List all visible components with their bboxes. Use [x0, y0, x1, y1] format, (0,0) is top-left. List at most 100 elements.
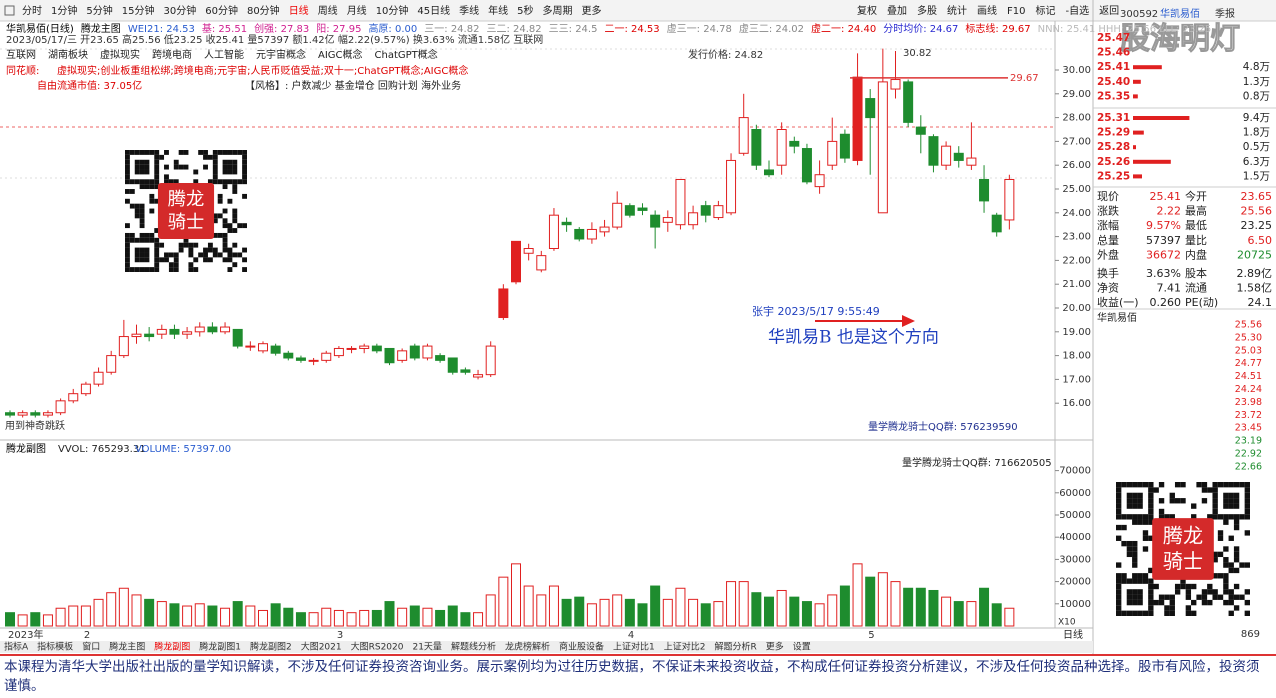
tab[interactable]: 更多 — [766, 641, 784, 653]
qr-cell — [222, 159, 228, 165]
qr-cell — [1201, 599, 1208, 606]
stat-value: 20725 — [1237, 248, 1272, 261]
period-button[interactable]: 多周期 — [543, 4, 573, 17]
tab[interactable]: 窗口 — [82, 641, 100, 653]
tab[interactable]: 大图2021 — [301, 641, 342, 653]
period-button[interactable]: 日线 — [289, 4, 309, 17]
qr-cell — [159, 242, 165, 248]
tool-button[interactable]: F10 — [1007, 6, 1025, 17]
tool-button[interactable]: 叠加 — [887, 5, 907, 17]
period-button[interactable]: 1分钟 — [51, 4, 77, 17]
qr-cell — [217, 232, 223, 238]
qr-cell — [139, 252, 145, 258]
period-button[interactable]: 月线 — [347, 4, 367, 17]
period-button[interactable]: 更多 — [582, 4, 602, 17]
qr-cell — [237, 150, 243, 155]
tab[interactable]: 腾龙副图 — [154, 641, 190, 653]
candle-body — [599, 226, 610, 233]
qr-cell — [183, 164, 189, 170]
period-button[interactable]: 60分钟 — [205, 4, 238, 17]
tab[interactable]: 商业股设备 — [559, 641, 604, 653]
qr-cell — [149, 184, 155, 190]
tab[interactable]: 大图RS2020 — [351, 641, 404, 653]
qr-cell — [1116, 524, 1122, 531]
qr-cell — [1228, 594, 1234, 600]
tab[interactable]: 腾龙主图 — [109, 641, 145, 653]
tab[interactable]: 指标模板 — [37, 641, 73, 653]
tool-button[interactable]: 复权 — [857, 4, 877, 17]
tab[interactable]: 龙虎榜解析 — [505, 641, 550, 653]
qr-cell — [144, 159, 150, 165]
qr-cell — [1116, 498, 1122, 504]
book-volume: 4.8万 — [1243, 61, 1270, 73]
tab[interactable]: 腾龙副图1 — [199, 641, 241, 653]
tab[interactable]: 21天量 — [412, 642, 441, 653]
stat-value: 24.1 — [1248, 296, 1273, 309]
issue-price: 发行价格: 24.82 — [688, 48, 763, 61]
candle-body — [144, 333, 155, 338]
period-button[interactable]: 季线 — [459, 4, 479, 17]
tab[interactable]: 上证对比1 — [613, 641, 655, 653]
candle-body — [359, 345, 370, 349]
book-price: 25.29 — [1097, 127, 1130, 139]
period-button[interactable]: 80分钟 — [247, 4, 280, 17]
tab[interactable]: 腾龙副图2 — [250, 641, 292, 653]
volume-bar — [789, 596, 800, 627]
tab[interactable]: 解题分析R — [714, 641, 756, 653]
qr-cell — [1116, 573, 1122, 579]
period-button[interactable]: 45日线 — [417, 4, 450, 17]
tool-button[interactable]: 画线 — [977, 4, 997, 17]
tab[interactable]: 指标A — [4, 641, 29, 653]
tool-button[interactable]: 返回 — [1099, 5, 1119, 17]
qr-cell — [1196, 594, 1202, 600]
volume-bar — [941, 596, 952, 627]
period-button[interactable]: 5分钟 — [86, 4, 112, 17]
qr-cell — [1185, 594, 1192, 600]
period-button[interactable]: 30分钟 — [163, 4, 196, 17]
qr-cell — [154, 262, 160, 268]
stat-value: 25.56 — [1241, 205, 1273, 218]
qr-cell — [1137, 594, 1143, 600]
qr-cell — [1239, 482, 1245, 488]
period-button[interactable]: 分时 — [22, 5, 42, 17]
qr-cell — [125, 247, 130, 253]
qr-cell — [154, 247, 160, 253]
period-button[interactable]: 15分钟 — [122, 4, 155, 17]
qr-cell — [222, 237, 228, 243]
qr-cell — [1126, 498, 1133, 504]
stat-label: 量比 — [1185, 234, 1207, 247]
tool-button[interactable]: 统计 — [947, 4, 967, 17]
qr-cell — [1185, 605, 1192, 611]
qr-cell — [1121, 578, 1127, 584]
qr-cell — [242, 247, 247, 253]
qr-cell — [1244, 610, 1250, 616]
stat-value: 7.41 — [1157, 282, 1182, 295]
qr-cell — [134, 150, 140, 155]
qr-cell — [129, 189, 135, 194]
period-button[interactable]: 年线 — [488, 4, 508, 17]
tab[interactable]: 设置 — [793, 642, 811, 653]
header-indicator: 华凯易佰(日线) — [6, 22, 74, 35]
price-tick-label: 30.00 — [1062, 65, 1091, 76]
candle-body — [801, 148, 812, 183]
qr-cell — [1126, 589, 1133, 595]
candle-body — [422, 345, 433, 359]
qr-cell — [1148, 605, 1154, 611]
period-button[interactable]: 5秒 — [517, 4, 533, 17]
tool-button[interactable]: 多股 — [917, 4, 937, 17]
header-indicator: 高原: 0.00 — [368, 22, 417, 35]
qr-label: 腾龙 — [168, 189, 205, 210]
qr-cell — [173, 164, 179, 170]
tool-button[interactable]: 标记 — [1035, 5, 1055, 17]
qr-cell — [237, 179, 243, 185]
tab[interactable]: 解题线分析 — [451, 641, 496, 653]
qr-cell — [1137, 519, 1143, 525]
tab[interactable]: 上证对比2 — [664, 641, 706, 653]
tool-button[interactable]: -自选 — [1065, 4, 1089, 17]
period-button[interactable]: 10分钟 — [376, 4, 409, 17]
qr-cell — [1132, 599, 1138, 606]
candle-body — [865, 98, 876, 119]
period-button[interactable]: 周线 — [318, 4, 338, 17]
qr-cell — [1244, 530, 1250, 536]
qr-cell — [1239, 514, 1245, 520]
